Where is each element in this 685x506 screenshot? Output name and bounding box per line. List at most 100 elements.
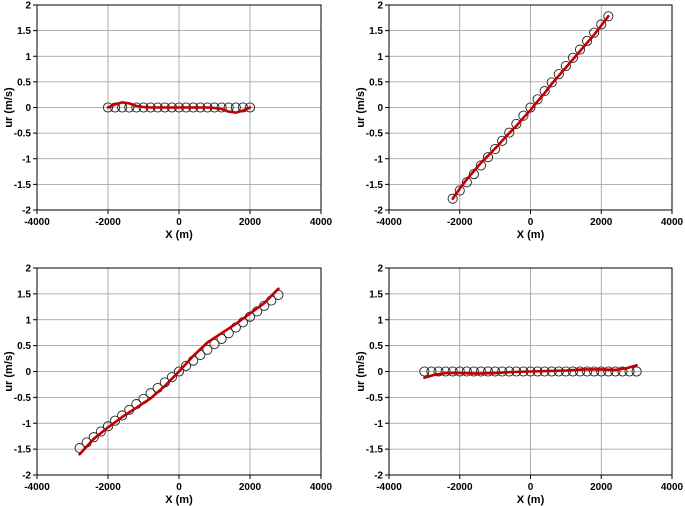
data-point-marker [617,366,628,377]
model-line [106,101,252,114]
x-tick-label: 4000 [661,217,684,228]
y-tick-label: 1.5 [369,289,383,300]
data-point-marker [525,102,536,113]
data-point-marker [589,366,600,377]
x-tick-label: -2000 [447,217,473,228]
y-tick-label: -2 [22,471,31,482]
y-tick-label: 0.5 [369,341,383,352]
x-axis-label: X (m) [517,229,545,241]
data-point-marker [596,366,607,377]
y-tick-label: 1 [25,52,31,63]
y-tick-label: 1.5 [17,26,31,37]
y-tick-label: -1.5 [14,445,32,456]
data-point-marker [490,143,501,155]
x-tick-label: -4000 [24,482,50,493]
data-point-marker [574,44,586,55]
data-point-marker [433,366,444,377]
data-point-marker [447,366,458,377]
data-point-marker [419,366,430,377]
data-point-marker [181,360,192,371]
data-point-marker [567,52,579,63]
data-point-marker [582,366,593,377]
data-point-marker [454,185,465,196]
x-axis-label: X (m) [165,494,193,506]
chart-1: -4000 -2000 0 2000 4000 -2 -1.5 -1 -0.5 0 0.5 1 1.5 2… [3,1,333,242]
data-point-marker [603,366,614,377]
x-tick-label: 0 [528,482,534,493]
data-point-marker [546,77,557,88]
y-tick-label: -0.5 [366,129,384,140]
data-point-marker [603,11,614,22]
x-axis-label: X (m) [517,494,545,506]
y-tick-label: 1.5 [17,289,31,300]
y-tick-label: -2 [374,206,383,217]
y-tick-label: 1 [377,52,383,63]
y-tick-label: -1 [22,419,31,430]
model-line [78,287,280,456]
x-tick-label: -2000 [447,482,473,493]
x-tick-label: 4000 [310,217,333,228]
chart-4: -4000 -2000 0 2000 4000 -2 -1.5 -1 -0.5 0 0.5 1 1.5 2… [355,264,684,506]
data-point-marker [511,118,522,129]
data-point-marker [454,366,465,377]
data-point-marker [88,432,99,443]
y-tick-label: 0.5 [369,77,383,88]
x-axis-label: X (m) [165,229,193,241]
chart-2: -4000 -2000 0 2000 4000 -2 -1.5 -1 -0.5 0 0.5 1 1.5 2… [355,1,684,242]
model-line [451,14,610,200]
data-point-marker [440,366,451,377]
y-axis-label: ur (m/s) [355,87,367,128]
y-tick-label: -1 [374,419,383,430]
y-tick-label: -1 [22,154,31,165]
data-point-marker [518,110,529,121]
data-point-marker [166,372,177,383]
y-tick-label: -0.5 [14,393,32,404]
x-tick-label: 0 [176,217,182,228]
data-point-marker [560,60,571,72]
y-tick-label: 0.5 [17,341,31,352]
data-point-marker [582,35,593,46]
x-tick-label: 2000 [590,217,613,228]
data-point-marker [209,339,220,350]
chart-3: -4000 -2000 0 2000 4000 -2 -1.5 -1 -0.5 0 0.5 1 1.5 2… [3,264,333,506]
x-tick-label: 4000 [661,482,684,493]
y-tick-label: 2 [25,1,31,12]
x-tick-label: 4000 [310,482,333,493]
y-tick-label: 0 [25,367,31,378]
data-point-marker [202,344,213,355]
y-tick-label: 2 [377,264,383,275]
model-line [423,363,638,380]
data-point-marker [110,415,121,426]
y-tick-label: 0 [377,103,383,114]
data-point-marker [610,366,621,377]
data-point-marker [475,366,487,377]
data-point-marker [95,426,106,437]
y-tick-label: 1 [25,315,31,326]
y-axis-label: ur (m/s) [355,351,367,392]
x-tick-label: -4000 [376,217,402,228]
y-axis-label: ur (m/s) [3,351,15,392]
y-tick-label: -2 [374,471,383,482]
data-point-marker [482,366,494,377]
y-tick-label: 1 [377,315,383,326]
data-point-marker [102,102,114,113]
x-tick-label: 2000 [590,482,613,493]
data-point-marker [589,27,600,38]
data-point-marker [504,127,515,138]
x-tick-label: -2000 [95,482,121,493]
data-point-marker [539,86,550,97]
data-point-marker [447,193,458,204]
x-tick-label: 2000 [239,482,262,493]
data-point-marker [468,366,479,377]
data-point-marker [553,69,564,80]
x-tick-label: 0 [528,217,534,228]
x-tick-label: -2000 [95,217,121,228]
y-tick-label: -1.5 [366,180,384,191]
data-point-marker [482,152,494,163]
y-tick-label: -2 [22,206,31,217]
y-tick-label: 1.5 [369,26,383,37]
data-point-marker [490,366,501,377]
x-tick-label: -4000 [24,217,50,228]
x-tick-label: 2000 [239,217,262,228]
